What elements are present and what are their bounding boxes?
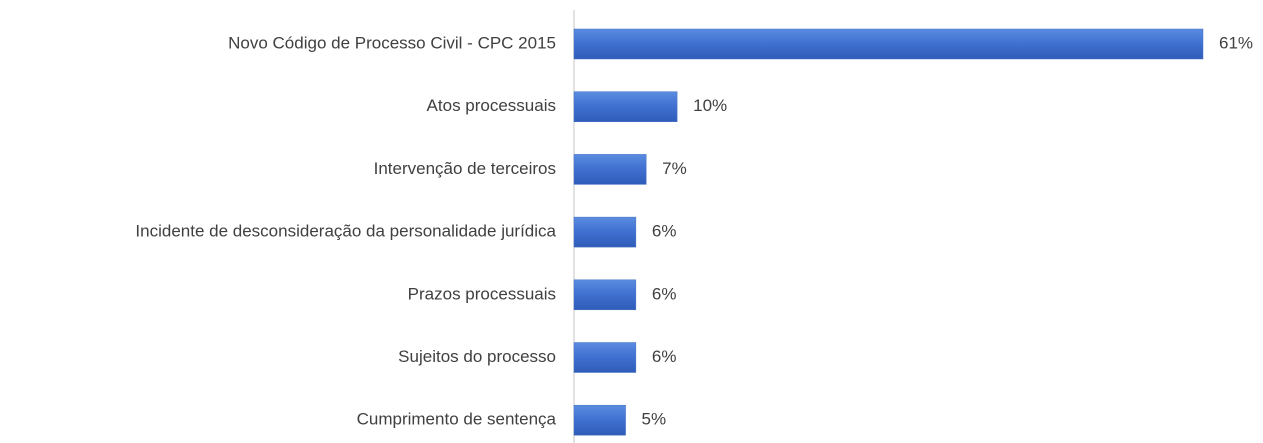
- value-label: 6%: [652, 347, 677, 366]
- bar: [573, 91, 678, 122]
- category-label: Incidente de desconsideração da personal…: [135, 222, 556, 241]
- bar: [573, 216, 637, 248]
- category-label: Atos processuais: [427, 96, 556, 115]
- value-label: 10%: [693, 96, 727, 115]
- category-label: Novo Código de Processo Civil - CPC 2015: [228, 33, 556, 52]
- category-label: Prazos processuais: [408, 284, 556, 303]
- category-label: Cumprimento de sentença: [357, 410, 557, 429]
- bar: [573, 342, 637, 373]
- category-label: Intervenção de terceiros: [374, 159, 556, 178]
- category-label: Sujeitos do processo: [398, 347, 556, 366]
- bar: [573, 404, 626, 436]
- value-label: 7%: [662, 159, 687, 178]
- bar: [573, 279, 637, 311]
- value-label: 6%: [652, 284, 677, 303]
- value-label: 61%: [1219, 33, 1253, 52]
- bar: [573, 28, 1204, 60]
- value-label: 6%: [652, 222, 677, 241]
- bar: [573, 154, 647, 185]
- value-label: 5%: [642, 410, 667, 429]
